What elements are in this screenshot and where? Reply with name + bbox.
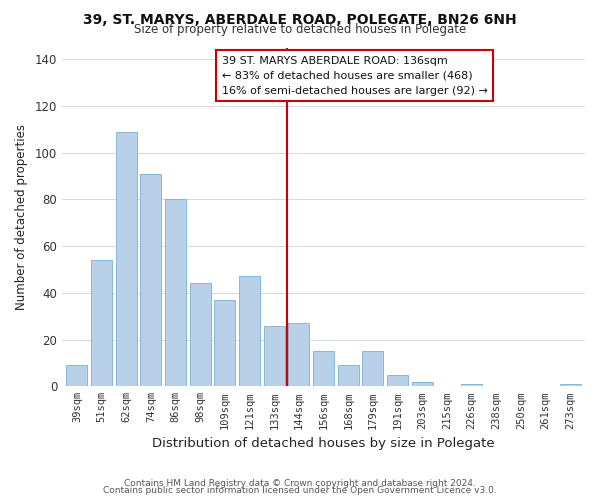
Bar: [338, 366, 359, 386]
Bar: [313, 352, 334, 386]
Y-axis label: Number of detached properties: Number of detached properties: [15, 124, 28, 310]
Bar: [362, 352, 383, 386]
Text: 39 ST. MARYS ABERDALE ROAD: 136sqm
← 83% of detached houses are smaller (468)
16: 39 ST. MARYS ABERDALE ROAD: 136sqm ← 83%…: [221, 56, 488, 96]
Text: Size of property relative to detached houses in Polegate: Size of property relative to detached ho…: [134, 22, 466, 36]
Bar: [387, 374, 408, 386]
Bar: [190, 284, 211, 387]
Bar: [289, 323, 310, 386]
Bar: [264, 326, 285, 386]
Bar: [140, 174, 161, 386]
Bar: [67, 366, 88, 386]
Bar: [165, 200, 186, 386]
Text: 39, ST. MARYS, ABERDALE ROAD, POLEGATE, BN26 6NH: 39, ST. MARYS, ABERDALE ROAD, POLEGATE, …: [83, 12, 517, 26]
Bar: [116, 132, 137, 386]
Bar: [461, 384, 482, 386]
Bar: [560, 384, 581, 386]
X-axis label: Distribution of detached houses by size in Polegate: Distribution of detached houses by size …: [152, 437, 495, 450]
Text: Contains HM Land Registry data © Crown copyright and database right 2024.: Contains HM Land Registry data © Crown c…: [124, 478, 476, 488]
Bar: [239, 276, 260, 386]
Bar: [214, 300, 235, 386]
Text: Contains public sector information licensed under the Open Government Licence v3: Contains public sector information licen…: [103, 486, 497, 495]
Bar: [91, 260, 112, 386]
Bar: [412, 382, 433, 386]
